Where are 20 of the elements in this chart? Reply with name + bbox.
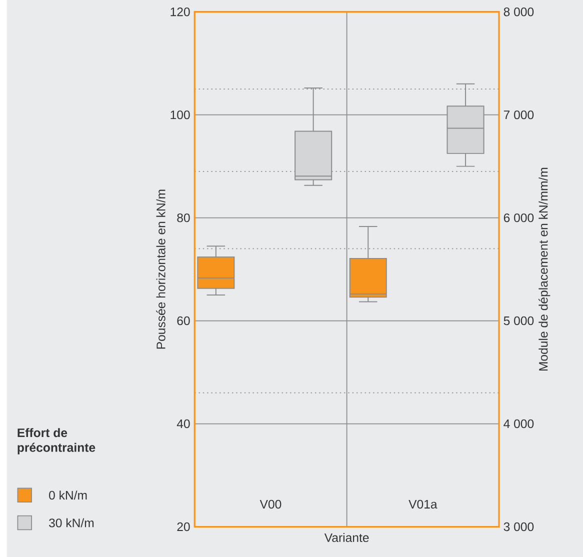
y-tick-label: 80 bbox=[177, 213, 190, 222]
y-tick-label: 20 bbox=[177, 522, 190, 531]
y2-axis-title: Module de déplacement en kN/mm/m bbox=[538, 168, 550, 370]
legend-label: 30 kN/m bbox=[49, 518, 94, 528]
legend-title: Effort de précontrainte bbox=[18, 428, 96, 454]
y-tick-label: 100 bbox=[170, 110, 190, 119]
y2-tick-label: 7 000 bbox=[504, 110, 534, 119]
y-tick-label: 120 bbox=[170, 7, 190, 16]
y2-tick-label: 6 000 bbox=[504, 213, 534, 222]
x-tick-label: V01a bbox=[408, 500, 438, 508]
y-axis-title: Poussée horizontale en kN/m bbox=[156, 190, 166, 348]
y2-tick-label: 8 000 bbox=[504, 7, 534, 16]
x-tick-label: V00 bbox=[260, 500, 282, 508]
y-tick-label: 60 bbox=[177, 316, 190, 325]
y2-tick-label: 3 000 bbox=[504, 522, 534, 531]
x-axis-title: Variante bbox=[324, 532, 369, 542]
y2-tick-label: 4 000 bbox=[504, 419, 534, 428]
legend-label: 0 kN/m bbox=[49, 490, 87, 500]
y2-tick-label: 5 000 bbox=[504, 316, 534, 325]
y-tick-label: 40 bbox=[176, 419, 190, 428]
